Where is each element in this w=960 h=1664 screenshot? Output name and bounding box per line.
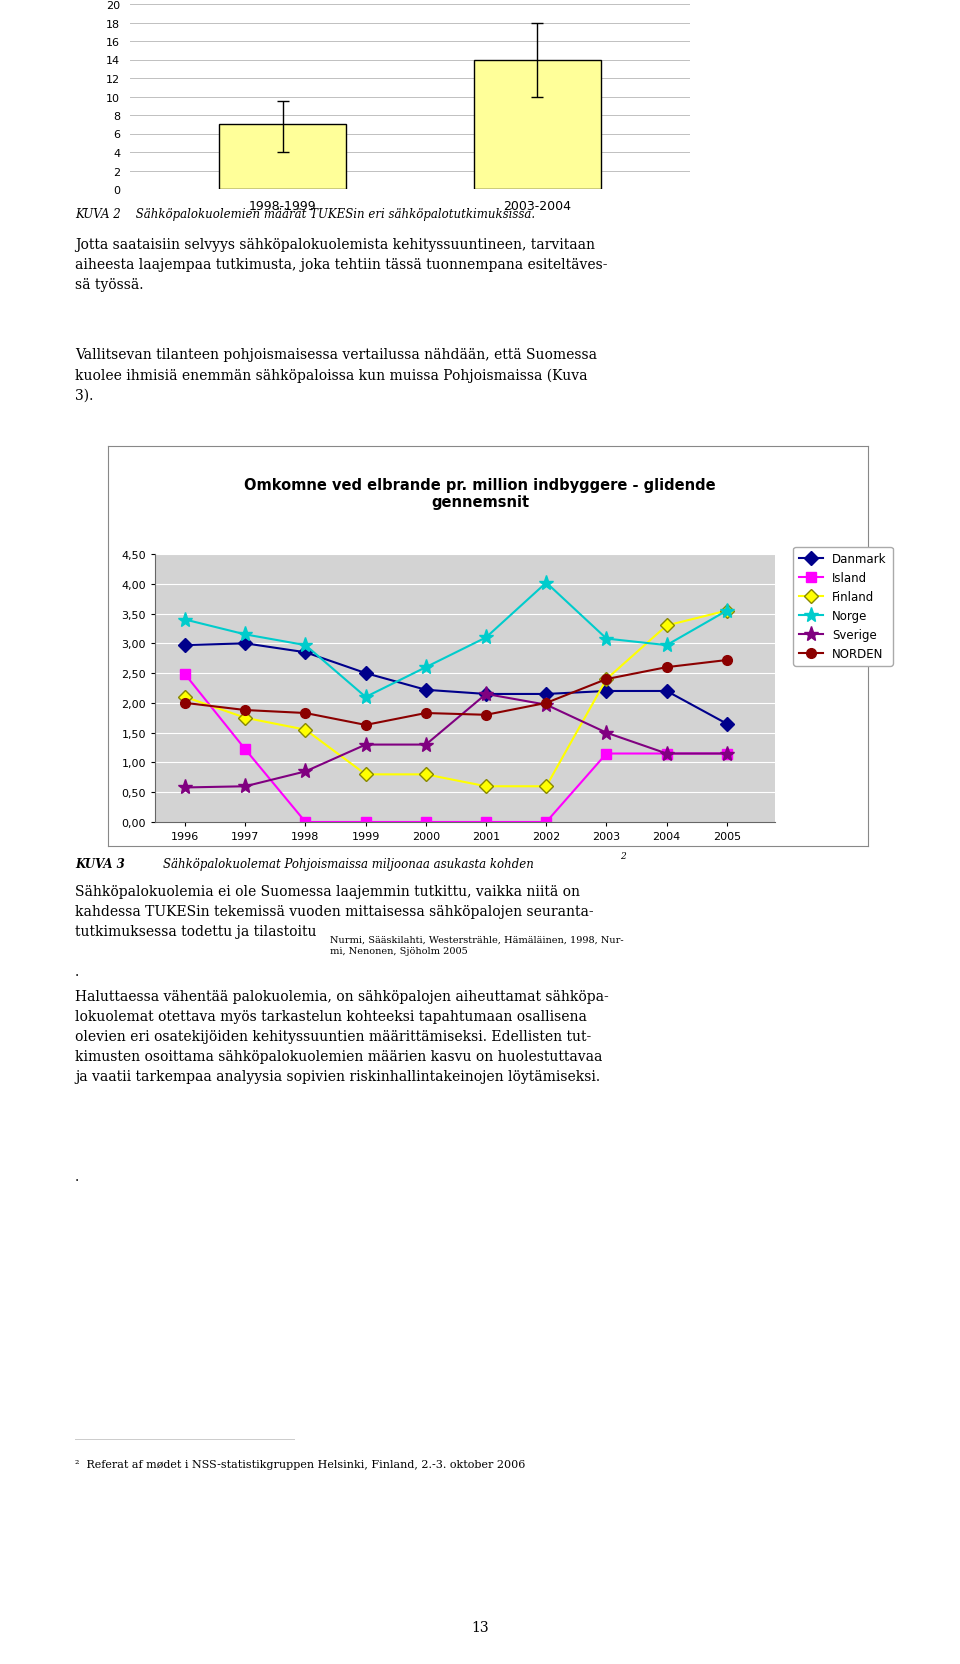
Text: .: . [75,1170,80,1183]
Text: ²  Referat af mødet i NSS-statistikgruppen Helsinki, Finland, 2.-3. oktober 2006: ² Referat af mødet i NSS-statistikgruppe… [75,1459,525,1469]
Text: Sähköpalokuolemat Pohjoismaissa miljoonaa asukasta kohden: Sähköpalokuolemat Pohjoismaissa miljoona… [148,857,534,870]
Legend: Danmark, Island, Finland, Norge, Sverige, NORDEN: Danmark, Island, Finland, Norge, Sverige… [793,547,893,666]
Text: .: . [75,965,80,978]
Text: Nurmi, Sääskilahti, Westersträhle, Hämäläinen, 1998, Nur-
mi, Nenonen, Sjöholm 2: Nurmi, Sääskilahti, Westersträhle, Hämäl… [330,935,624,955]
Text: Omkomne ved elbrande pr. million indbyggere - glidende
gennemsnit: Omkomne ved elbrande pr. million indbygg… [244,478,716,511]
Text: Sähköpalokuolemia ei ole Suomessa laajemmin tutkittu, vaikka niitä on
kahdessa T: Sähköpalokuolemia ei ole Suomessa laajem… [75,885,593,938]
Text: 2: 2 [620,852,626,860]
Bar [473,60,601,190]
Text: KUVA 2    Sähköpalokuolemien määrät TUKESin eri sähköpalotutkimuksissa.: KUVA 2 Sähköpalokuolemien määrät TUKESin… [75,208,535,221]
Text: Jotta saataisiin selvyys sähköpalokuolemista kehityssuuntineen, tarvitaan
aihees: Jotta saataisiin selvyys sähköpalokuolem… [75,238,608,291]
Text: Haluttaessa vähentää palokuolemia, on sähköpalojen aiheuttamat sähköpa-
lokuolem: Haluttaessa vähentää palokuolemia, on sä… [75,990,609,1083]
Text: 13: 13 [471,1621,489,1634]
Bar [219,125,347,190]
Text: KUVA 3: KUVA 3 [75,857,125,870]
Text: Vallitsevan tilanteen pohjoismaisessa vertailussa nähdään, että Suomessa
kuolee : Vallitsevan tilanteen pohjoismaisessa ve… [75,348,597,403]
